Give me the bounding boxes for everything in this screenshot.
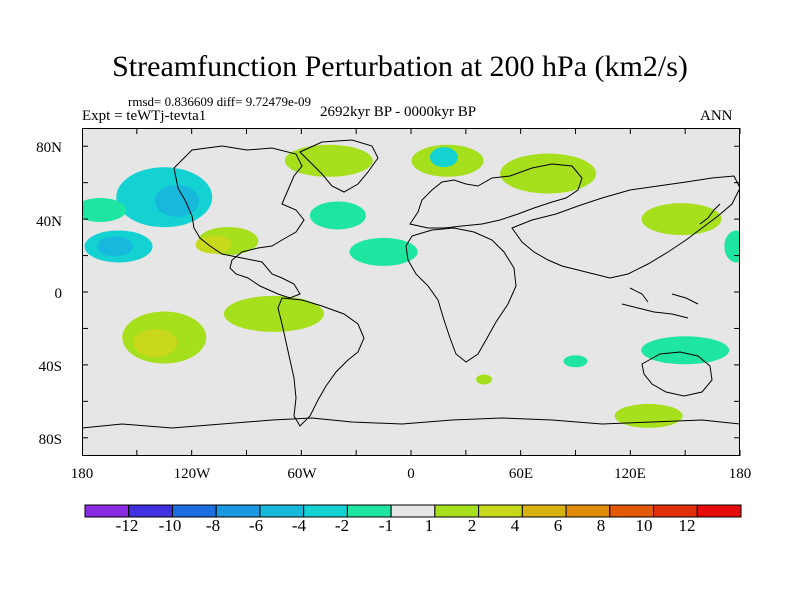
colorbar-label: -1 [378,516,394,535]
japan-coast [699,203,721,225]
colorbar-label: 1 [424,516,434,535]
contour-east-asia-low [724,230,740,263]
lon-label-120w: 120W [173,466,211,482]
experiment-label: Expt = teWTj-tevta1 [82,108,207,124]
map-title: Streamfunction Perturbation at 200 hPa (… [112,50,688,83]
colorbar-label: -4 [291,516,307,535]
greenland-coast [299,139,379,193]
lat-label-40n: 40N [36,214,62,230]
indonesia-coast [621,287,699,319]
lon-label-60e: 60E [508,466,534,482]
australia-coast [641,351,713,397]
colorbar-label: -8 [205,516,221,535]
contour-south-indian-low [563,355,588,368]
lon-label-120e: 120E [614,466,646,482]
lat-label-0: 0 [54,286,63,302]
contour-west-pacific-low [82,198,127,222]
contour-siberia-high [500,153,597,194]
asia-coast [511,175,740,279]
colorbar-label: 2 [467,516,477,535]
colorbar-label: -6 [248,516,264,535]
colorbar-label: 6 [553,516,563,535]
contour-north-america-core [195,235,232,254]
colorbar-label: 8 [596,516,606,535]
colorbar-label: 10 [635,516,653,535]
contour-south-atlantic-high [476,374,493,385]
lat-label-80n: 80N [36,140,62,156]
north-america-coast [173,145,305,299]
season-label: ANN [700,108,733,124]
colorbar-label: 4 [510,516,520,535]
contour-north-pacific-east-high [641,203,722,236]
colorbar [84,504,742,518]
colorbar-label: 12 [678,516,696,535]
contour-australia-low [641,336,730,365]
contour-central-pacific-low-core [96,236,133,257]
contour-north-atlantic-low [309,201,366,230]
colorbar-label: -10 [158,516,182,535]
africa-coast [405,227,517,363]
lon-label-60w: 60W [287,466,317,482]
colorbar-label: -12 [115,516,139,535]
lat-label-40s: 40S [38,359,62,375]
contour-greenland-high [284,144,373,177]
antarctica-coast [82,417,740,429]
contour-scandinavia-core [429,147,458,168]
south-america-coast [277,297,365,427]
contour-west-africa-low [349,237,418,266]
contour-south-pacific-core [133,329,178,358]
coastlines [82,139,740,429]
stats-text: rmsd= 0.836609 diff= 9.72479e-09 [128,94,312,109]
period-label: 2692kyr BP - 0000kyr BP [320,104,477,120]
lon-label-0: 0 [407,466,415,482]
axis-ticks [82,128,741,456]
lon-label-180e: 180 [728,466,752,482]
europe-coast [409,163,583,229]
lon-label-180w: 180 [70,466,94,482]
colorbar-label: -2 [334,516,350,535]
contour-fields [82,139,740,429]
colorbar-swatch [696,504,742,518]
contour-north-pacific-low-core [155,184,200,217]
contour-southern-ocean-high [614,403,683,428]
lat-label-80s: 80S [38,432,62,448]
contour-south-america-high [223,295,324,332]
map-panel [82,128,741,456]
